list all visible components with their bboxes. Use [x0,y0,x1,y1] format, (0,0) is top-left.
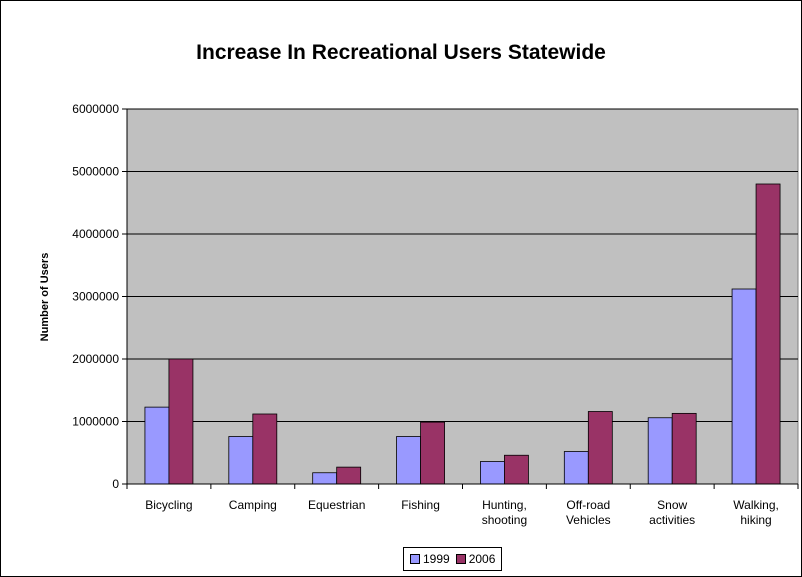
x-tick-label: Snow [657,498,687,512]
legend-label-2006: 2006 [468,552,496,566]
legend-swatch-1999 [410,554,420,564]
bar-2006 [252,413,278,485]
bar-2006 [587,411,613,485]
bar-2006 [671,412,697,485]
bars-group [144,183,781,485]
legend-item-2006: 2006 [455,552,496,566]
bar-2006 [504,454,529,485]
bar-2006 [755,183,781,485]
x-tick-label: Vehicles [566,513,611,527]
bar-1999 [144,406,170,485]
bar-1999 [228,436,254,485]
bar-1999 [396,436,421,485]
x-tick-label: Hunting, [482,498,527,512]
bar-1999 [480,461,505,485]
chart-title: Increase In Recreational Users Statewide [196,41,606,64]
y-tick-label: 5000000 [72,165,119,179]
bar-1999 [647,417,673,485]
y-tick-label: 6000000 [72,102,119,116]
gridlines [127,108,798,422]
y-axis-label: Number of Users [39,253,51,342]
legend: 1999 2006 [403,547,503,571]
legend-label-1999: 1999 [423,552,450,566]
x-tick-label: Camping [229,498,277,512]
bar-2006 [420,421,445,485]
x-axis-ticks: Bicycling Camping Equestrian Fishing Hunting… [126,484,799,527]
x-tick-label: Fishing [401,498,440,512]
x-tick-label: Walking, [733,498,779,512]
x-tick-label: activities [649,513,695,527]
bar-1999 [731,288,757,485]
y-tick-label: 0 [112,477,119,491]
bar-2006 [168,358,194,485]
bar-1999 [312,472,338,485]
y-tick-label: 2000000 [72,352,119,366]
x-tick-label: Equestrian [308,498,365,512]
bar-1999 [563,451,589,485]
x-tick-label: Off-road [566,498,610,512]
y-tick-label: 1000000 [72,415,119,429]
legend-swatch-2006 [455,554,466,564]
y-axis-ticks: 0 1000000 2000000 3000000 4000000 5000000 6000… [72,102,798,491]
bar-2006 [336,466,362,485]
y-tick-label: 4000000 [72,227,119,241]
x-tick-label: hiking [740,513,771,527]
x-tick-label: shooting [482,513,527,527]
y-tick-label: 3000000 [72,290,119,304]
legend-item-1999: 1999 [410,552,450,566]
x-tick-label: Bicycling [145,498,192,512]
